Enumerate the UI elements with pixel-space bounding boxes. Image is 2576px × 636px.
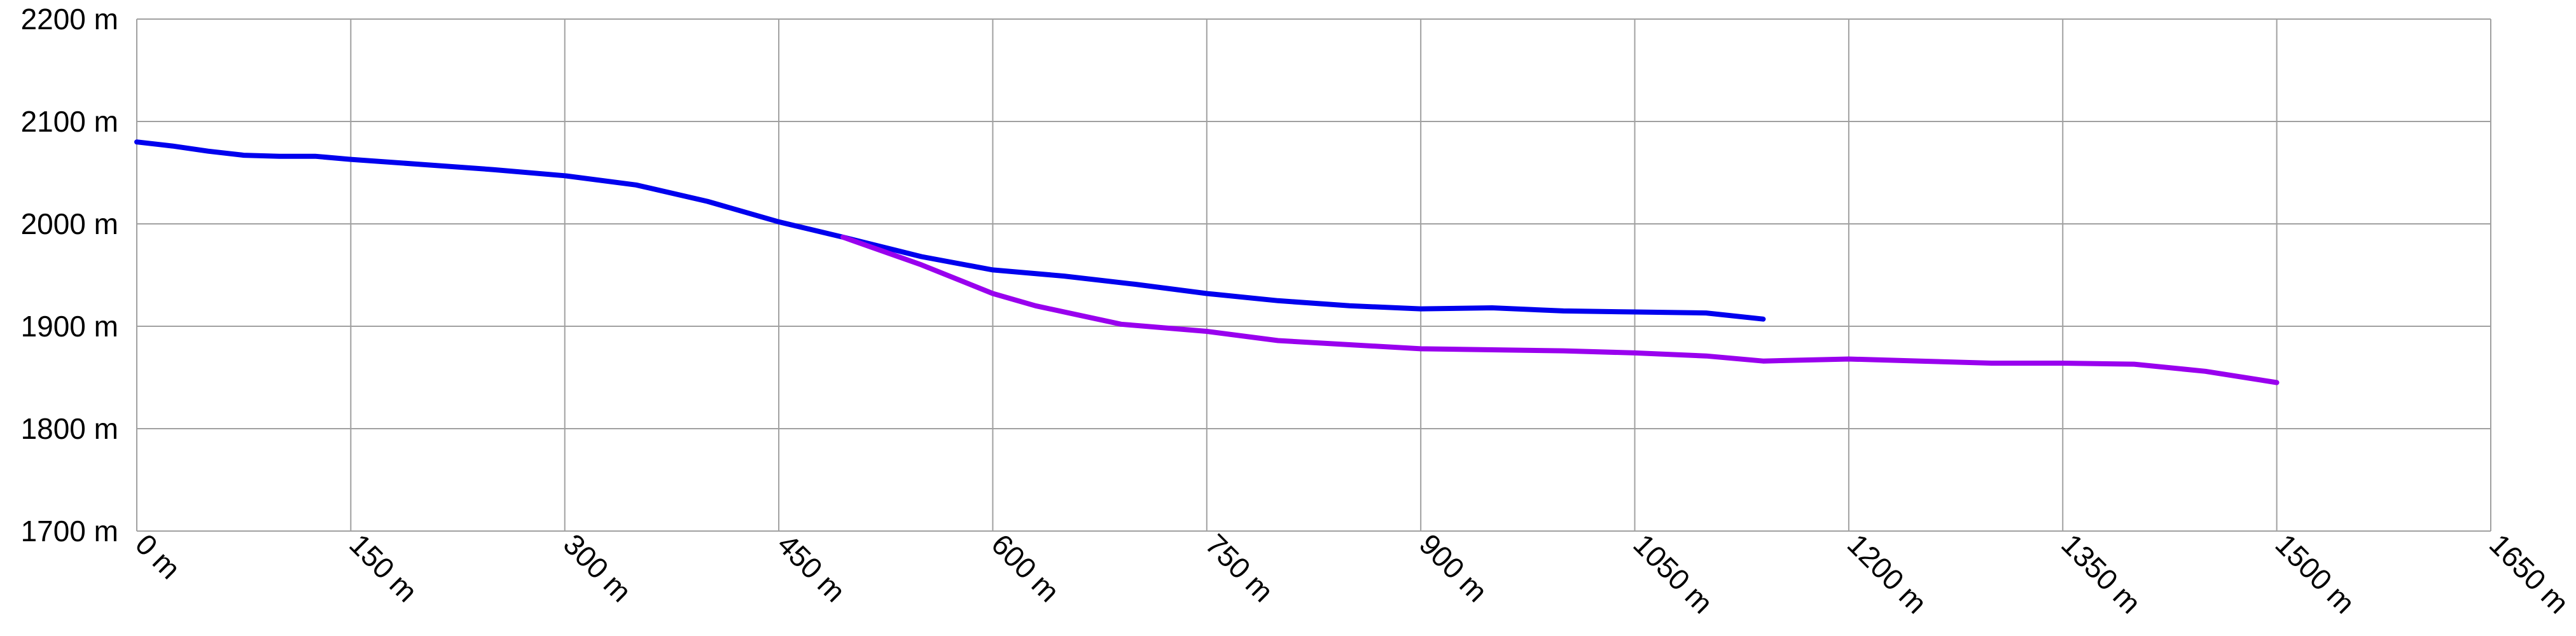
y-tick-label: 2000 m <box>21 207 118 240</box>
y-tick-label: 2200 m <box>21 3 118 36</box>
x-tick-label: 0 m <box>129 527 187 585</box>
x-tick-label: 1200 m <box>1841 527 1933 619</box>
series-line-2 <box>840 234 2280 385</box>
plot-background <box>137 19 2491 531</box>
x-tick-label: 600 m <box>985 527 1066 608</box>
x-tick-label: 1500 m <box>2269 527 2362 619</box>
x-tick-label: 300 m <box>557 527 638 608</box>
y-tick-label: 1900 m <box>21 310 118 343</box>
data-series <box>134 139 2280 385</box>
x-tick-label: 900 m <box>1413 527 1494 608</box>
x-axis-tick-labels: 0 m 150 m 300 m 450 m 600 m 750 m 900 m 1050 m 1… <box>129 527 2575 619</box>
y-tick-label: 1800 m <box>21 412 118 445</box>
x-tick-label: 150 m <box>343 527 424 608</box>
x-tick-label: 1350 m <box>2055 527 2147 619</box>
y-tick-label: 2100 m <box>21 105 118 138</box>
x-tick-label: 1650 m <box>2483 527 2575 619</box>
y-axis-tick-labels: 1700 m 1800 m 1900 m 2000 m 2100 m 2200 m <box>21 3 118 548</box>
grid-lines <box>136 18 2491 532</box>
x-tick-label: 1050 m <box>1627 527 1719 619</box>
x-tick-label: 750 m <box>1199 527 1280 608</box>
y-tick-label: 1700 m <box>21 515 118 548</box>
x-tick-label: 450 m <box>771 527 852 608</box>
